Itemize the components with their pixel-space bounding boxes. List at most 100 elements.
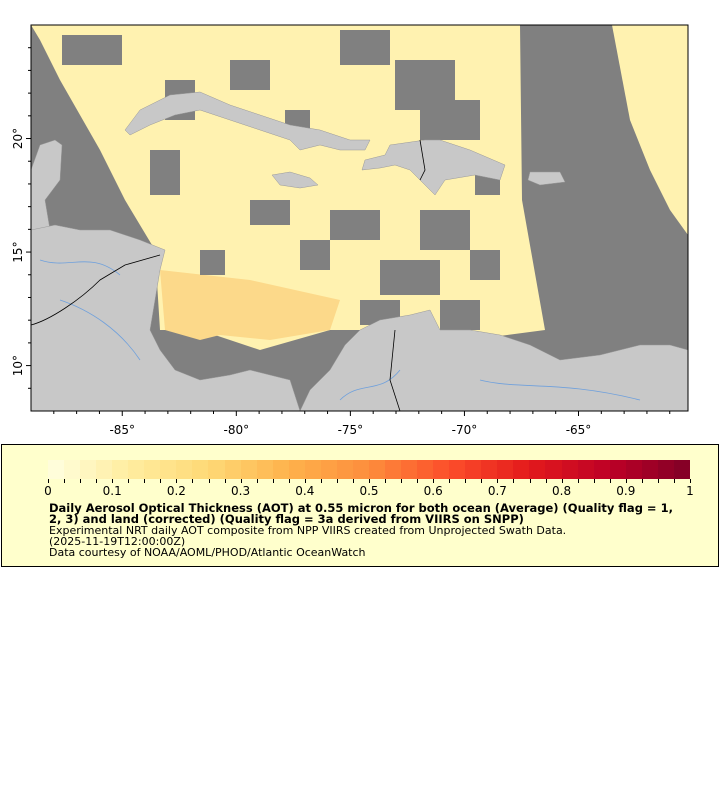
colorbar-tick-mark	[224, 479, 226, 483]
axes: -85° -80° -75° -70° -65° 20° 15° 10°	[11, 47, 671, 437]
colorbar-cell	[128, 460, 145, 479]
colorbar-cell	[481, 460, 498, 479]
colorbar-tick-mark	[401, 479, 403, 483]
colorbar-tick-label: 0.7	[487, 484, 507, 498]
colorbar-tick-mark	[192, 479, 194, 483]
colorbar-cell	[401, 460, 418, 479]
colorbar-tick-mark	[577, 479, 579, 483]
x-tick-label: -85°	[109, 423, 135, 437]
puerto-rico	[527, 171, 566, 186]
aot-map: -85° -80° -75° -70° -65° 20° 15° 10°	[11, 24, 689, 437]
colorbar-cell	[625, 460, 642, 479]
colorbar-tick-mark	[625, 479, 627, 483]
legend-summary: Experimental NRT daily AOT composite fro…	[49, 524, 567, 537]
colorbar-tick-mark	[336, 479, 338, 483]
colorbar-tick-mark	[240, 479, 242, 483]
colorbar-tick-mark	[369, 479, 370, 483]
colorbar-tick-label: 0.6	[423, 484, 443, 498]
colorbar-tick-mark	[465, 479, 467, 483]
colorbar-tick-mark	[481, 479, 483, 483]
colorbar-tick-label: 0.9	[616, 484, 636, 498]
legend-title-1: Daily Aerosol Optical Thickness (AOT) at…	[49, 501, 673, 515]
y-tick-label: 15°	[11, 241, 25, 262]
map-frame	[30, 24, 689, 412]
colorbar-tick-mark	[449, 479, 451, 483]
x-tick-label: -80°	[224, 423, 250, 437]
colorbar-cell	[352, 460, 369, 479]
colorbar-tick-label: 0.5	[359, 484, 379, 498]
legend-credit: Data courtesy of NOAA/AOML/PHOD/Atlantic…	[49, 546, 366, 559]
colorbar-cell	[513, 460, 530, 479]
colorbar-tick-mark	[641, 479, 643, 483]
colorbar-cell	[320, 460, 337, 479]
colorbar-tick-mark	[96, 479, 98, 483]
colorbar-cell	[465, 460, 482, 479]
colorbar-cell	[192, 460, 209, 479]
colorbar-tick-mark	[433, 479, 435, 483]
colorbar-cell	[368, 460, 385, 479]
colorbar-tick-mark	[304, 479, 306, 483]
colorbar-cell	[417, 460, 434, 479]
x-tick-label: -75°	[338, 423, 364, 437]
colorbar-tick-label: 0.8	[552, 484, 572, 498]
colorbar-cell	[545, 460, 562, 479]
legend: 0 0.1 0.2 0.3 0.4 0.5 0.6 0.7 0.8 0.9 1 Daily Aero…	[1, 444, 719, 567]
colorbar-tick-mark	[657, 479, 659, 483]
south-america	[299, 309, 689, 412]
colorbar-cell	[673, 460, 690, 479]
colorbar-cell	[288, 460, 305, 479]
colorbar-tick-label: 0.3	[231, 484, 251, 498]
colorbar-cell	[48, 460, 65, 479]
colorbar-tick-mark	[417, 479, 419, 483]
colorbar-cell	[641, 460, 658, 479]
colorbar-tick-mark	[545, 479, 547, 483]
colorbar-tick-label: 0.2	[166, 484, 186, 498]
colorbar-cell	[449, 460, 466, 479]
borders	[30, 139, 426, 412]
hispaniola	[361, 139, 506, 196]
colorbar-tick-mark	[593, 479, 595, 483]
colorbar-cell	[657, 460, 674, 479]
colorbar-tick-mark	[690, 479, 691, 483]
colorbar-cell	[529, 460, 546, 479]
cuba	[124, 91, 371, 151]
colorbar-cell	[336, 460, 353, 479]
colorbar-cell	[144, 460, 161, 479]
colorbar-cell	[64, 460, 81, 479]
colorbar-cell	[256, 460, 273, 479]
x-tick-label: -70°	[452, 423, 478, 437]
colorbar-tick-mark	[529, 479, 531, 483]
colorbar	[48, 460, 690, 479]
colorbar-tick-mark	[208, 479, 210, 483]
colorbar-cell	[96, 460, 113, 479]
colorbar-cell	[272, 460, 289, 479]
rivers	[39, 259, 641, 401]
colorbar-cell	[208, 460, 225, 479]
colorbar-tick-mark	[673, 479, 675, 483]
jamaica	[271, 171, 319, 189]
colorbar-cell	[433, 460, 450, 479]
colorbar-tick-mark	[64, 479, 66, 483]
colorbar-tick-mark	[272, 479, 274, 483]
colorbar-tick-mark	[80, 479, 82, 483]
colorbar-cell	[224, 460, 241, 479]
colorbar-tick-mark	[352, 479, 354, 483]
colorbar-cell	[160, 460, 177, 479]
legend-time: (2025-11-19T12:00:00Z)	[49, 535, 186, 548]
central-america	[30, 224, 301, 412]
colorbar-cell	[384, 460, 402, 479]
colorbar-cell	[609, 460, 626, 479]
colorbar-cell	[497, 460, 514, 479]
colorbar-tick-mark	[609, 479, 611, 483]
legend-title-2: 2, 3) and land (corrected) (Quality flag…	[49, 512, 524, 526]
colorbar-tick-mark	[320, 479, 322, 483]
colorbar-tick-mark	[513, 479, 515, 483]
x-tick-label: -65°	[566, 423, 592, 437]
colorbar-cell	[176, 460, 193, 479]
colorbar-cell	[577, 460, 594, 479]
colorbar-tick-mark	[497, 479, 499, 483]
colorbar-tick-mark	[176, 479, 178, 483]
colorbar-tick-label: 0.4	[295, 484, 315, 498]
colorbar-tick-mark	[48, 479, 49, 483]
land	[30, 91, 689, 412]
